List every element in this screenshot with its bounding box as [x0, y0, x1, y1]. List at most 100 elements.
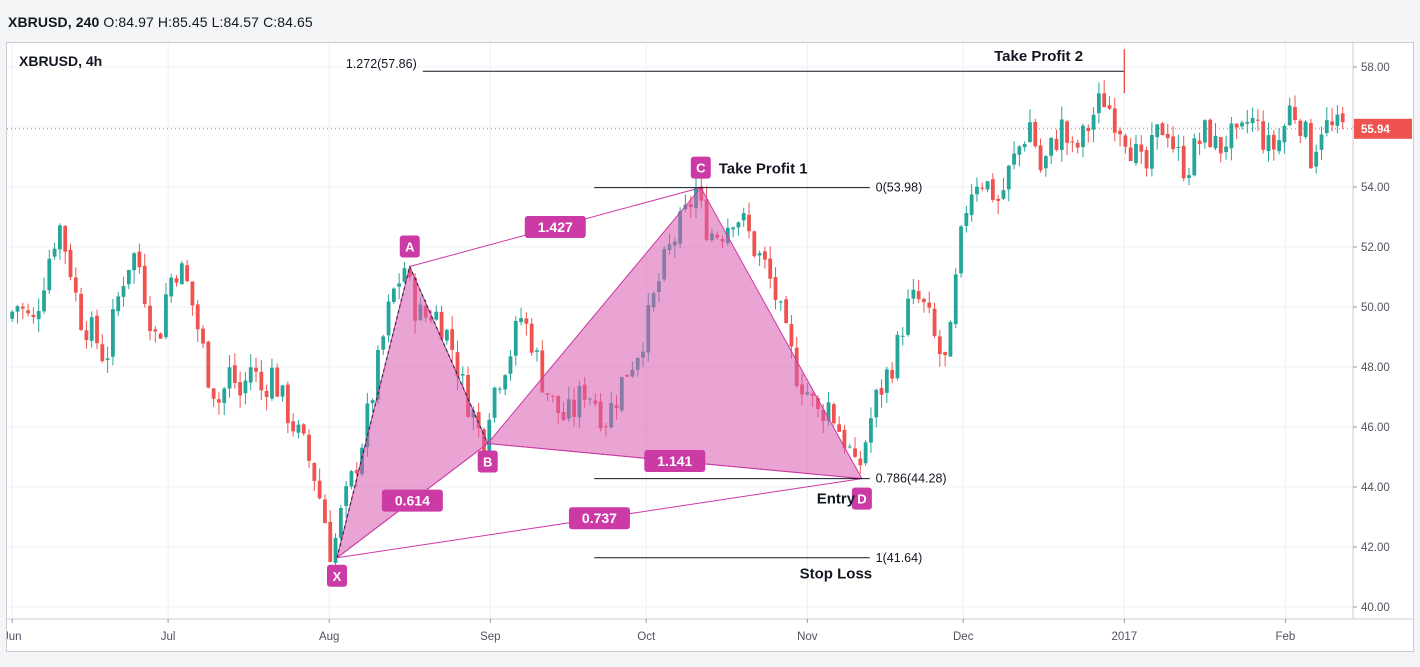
candle-body: [1022, 144, 1027, 148]
candle-body: [1255, 119, 1260, 121]
candle-body: [137, 251, 142, 268]
candle-body: [476, 412, 481, 429]
candle-body: [142, 265, 147, 305]
candle-body: [1123, 135, 1128, 147]
candle-body: [84, 330, 89, 341]
symbol-ohlc-readout: XBRUSD, 240 O:84.97 H:85.45 L:84.57 C:84…: [8, 14, 313, 30]
candle-body: [275, 367, 280, 397]
candle-body: [243, 380, 248, 394]
candle-body: [1070, 141, 1075, 143]
point-label-c: C: [696, 161, 706, 176]
candle-body: [1118, 130, 1122, 135]
candle-body: [1271, 134, 1276, 150]
harmonic-pattern[interactable]: [336, 186, 863, 560]
candle-body: [1208, 119, 1213, 148]
candle-body: [778, 301, 783, 303]
candle-body: [391, 288, 396, 303]
candle-body: [201, 328, 205, 344]
candle-body: [757, 253, 762, 256]
candle-body: [492, 387, 497, 418]
candle-body: [36, 311, 41, 320]
candle-body: [1149, 135, 1154, 169]
time-axis[interactable]: Jun Jul Aug Sep Oct Nov Dec 2017 Feb: [7, 618, 1413, 643]
candle-body: [68, 249, 73, 278]
level-label: 0(53.98): [876, 181, 923, 195]
candle-body: [996, 198, 1001, 201]
candle-body: [164, 294, 168, 338]
candle-body: [1128, 147, 1133, 161]
candle-body: [1065, 121, 1069, 143]
candle-body: [763, 251, 767, 260]
candle-body: [10, 311, 15, 319]
candle-body: [916, 291, 921, 300]
candle-body: [1107, 105, 1112, 109]
price-chart[interactable]: 1.272(57.86) 0(53.98) 0.786(44.28) 1(41.64)…: [7, 43, 1413, 651]
candle-body: [1059, 119, 1064, 150]
candle-body: [95, 315, 99, 344]
y-tick-label: 52.00: [1361, 242, 1390, 254]
candle-body: [540, 350, 545, 393]
candle-body: [402, 268, 407, 282]
candle-body: [434, 311, 439, 320]
candle-body: [906, 298, 910, 335]
candle-body: [1261, 121, 1266, 150]
fib-levels: 1.272(57.86) 0(53.98) 0.786(44.28) 1(41.64): [346, 49, 1126, 565]
candle-body: [349, 471, 354, 487]
candle-body: [884, 369, 889, 393]
candle-body: [497, 388, 502, 390]
candle-body: [837, 424, 842, 432]
candle-body: [227, 367, 232, 389]
candle-body: [731, 227, 736, 230]
candle-body: [47, 258, 52, 291]
candle-body: [354, 470, 359, 474]
close-value: 84.65: [277, 14, 313, 30]
candle-body: [455, 352, 460, 377]
candle-body: [179, 263, 184, 285]
candle-body: [1245, 121, 1250, 124]
candle-body: [270, 367, 274, 399]
candle-body: [932, 308, 937, 336]
candle-body: [784, 299, 789, 323]
candle-body: [121, 286, 126, 297]
candle-body: [1043, 156, 1048, 169]
x-tick-label: Nov: [797, 631, 818, 643]
candle-body: [1287, 105, 1292, 126]
candle-body: [1012, 153, 1016, 165]
candle-body: [842, 429, 847, 449]
candle-body: [1229, 123, 1234, 149]
candle-body: [126, 269, 131, 285]
candle-body: [1314, 151, 1319, 167]
candle-body: [301, 424, 306, 434]
candle-body: [1049, 137, 1054, 156]
candle-body: [105, 358, 110, 360]
candle-body: [190, 281, 195, 306]
candle-body: [1293, 106, 1297, 120]
price-axis[interactable]: 40.00 42.00 44.00 46.00 48.00 50.00 52.00 54.00…: [7, 43, 1412, 619]
y-tick-label: 42.00: [1361, 542, 1390, 554]
candle-body: [73, 277, 78, 293]
candle-body: [736, 222, 741, 228]
annotation-label: Take Profit 2: [994, 48, 1083, 65]
candle-body: [158, 333, 163, 339]
candle-body: [1277, 140, 1281, 152]
candle-body: [1160, 123, 1165, 136]
chart-panel[interactable]: 1.272(57.86) 0(53.98) 0.786(44.28) 1(41.64)…: [6, 42, 1414, 652]
candle-body: [890, 370, 895, 379]
candle-body: [1340, 113, 1345, 123]
candle-body: [296, 424, 301, 433]
candle-body: [58, 225, 62, 250]
candle-body: [1086, 127, 1091, 132]
candle-body: [1176, 146, 1181, 148]
candle-body: [1028, 122, 1032, 143]
candle-body: [529, 323, 534, 353]
low-value: 84.57: [223, 14, 260, 30]
candle-body: [927, 302, 932, 308]
y-tick-label: 54.00: [1361, 182, 1390, 194]
y-tick-label: 50.00: [1361, 302, 1390, 314]
candle-body: [858, 458, 863, 466]
chart-legend: XBRUSD, 4h: [19, 53, 102, 69]
candle-body: [1038, 145, 1043, 171]
annotation-label: Take Profit 1: [719, 161, 808, 178]
candle-body: [1091, 114, 1096, 130]
candle-body: [1112, 108, 1117, 133]
